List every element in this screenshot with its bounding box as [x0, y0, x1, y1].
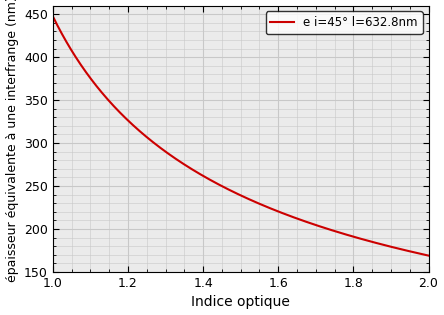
X-axis label: Indice optique: Indice optique: [191, 295, 290, 309]
Legend: e i=45° l=632.8nm: e i=45° l=632.8nm: [266, 11, 423, 34]
Y-axis label: épaisseur équivalente à une interfrange (nm): épaisseur équivalente à une interfrange …: [6, 0, 19, 282]
